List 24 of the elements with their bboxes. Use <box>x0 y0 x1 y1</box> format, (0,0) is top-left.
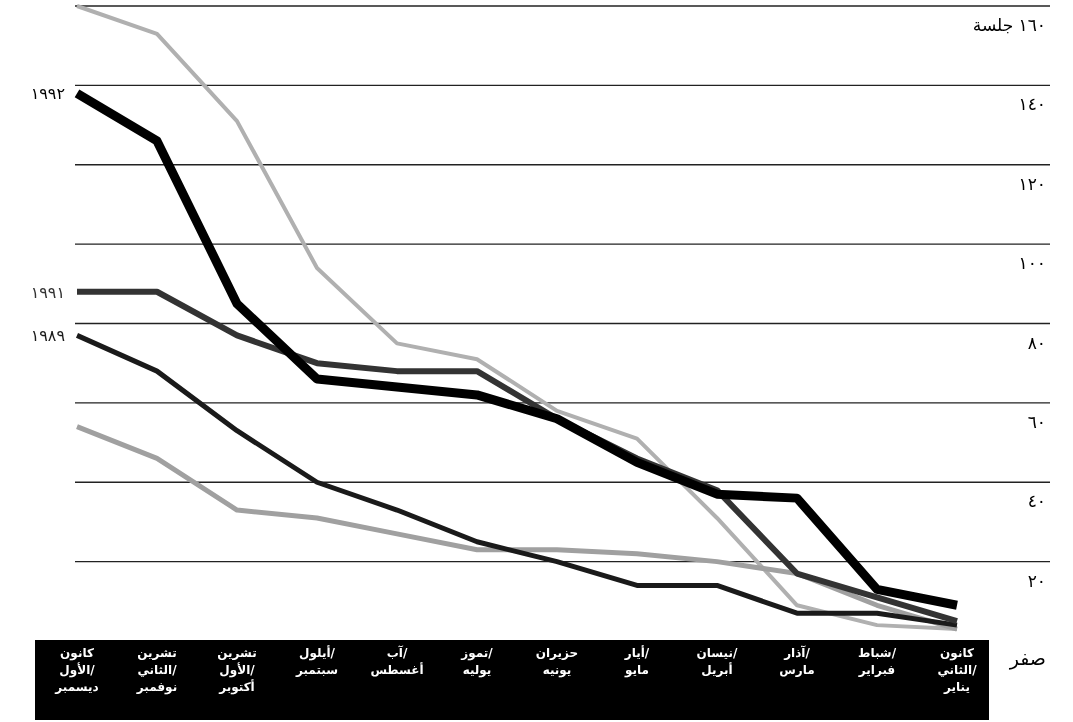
y-tick-label: ٢٠ <box>1027 570 1046 591</box>
x-tick-label: أيار/ مايو <box>623 645 650 678</box>
x-tick-label: آذار/ مارس <box>779 645 815 677</box>
x-tick-label: كانون الثاني/ يناير <box>937 646 978 694</box>
series-label: ١٩٩١ <box>30 282 65 302</box>
series-label: ١٩٨٩ <box>30 326 65 346</box>
y-tick-label: ١٤٠ <box>1018 94 1046 115</box>
x-tick-label: حزيران يونيه <box>535 646 579 678</box>
y-tick-label: ٤٠ <box>1027 491 1046 512</box>
x-tick-label: شباط/ فبراير <box>857 646 897 677</box>
y-tick-label: ٨٠ <box>1027 332 1046 353</box>
series-label: ١٩٩٢ <box>30 84 65 104</box>
x-tick-label: تموز/ يوليه <box>460 646 494 678</box>
y-tick-label: صفر <box>1008 647 1046 670</box>
y-tick-label: ١٦٠ جلسة <box>972 15 1046 35</box>
y-tick-label: ١٢٠ <box>1018 173 1046 194</box>
x-tick-label: تشرين الأول/ أكتوبر <box>217 646 257 695</box>
y-tick-label: ١٠٠ <box>1018 253 1046 274</box>
x-tick-label: أيلول/ سبتمبر <box>294 645 339 677</box>
x-tick-label: نيسان/ أبريل <box>696 646 738 677</box>
x-tick-label: كانون الأول/ ديسمبر <box>54 646 99 694</box>
x-tick-label: تشرين الثاني/ نوفمبر <box>135 646 178 695</box>
y-tick-label: ٦٠ <box>1027 411 1046 432</box>
x-tick-label: آب/ أغسطس <box>370 645 424 677</box>
